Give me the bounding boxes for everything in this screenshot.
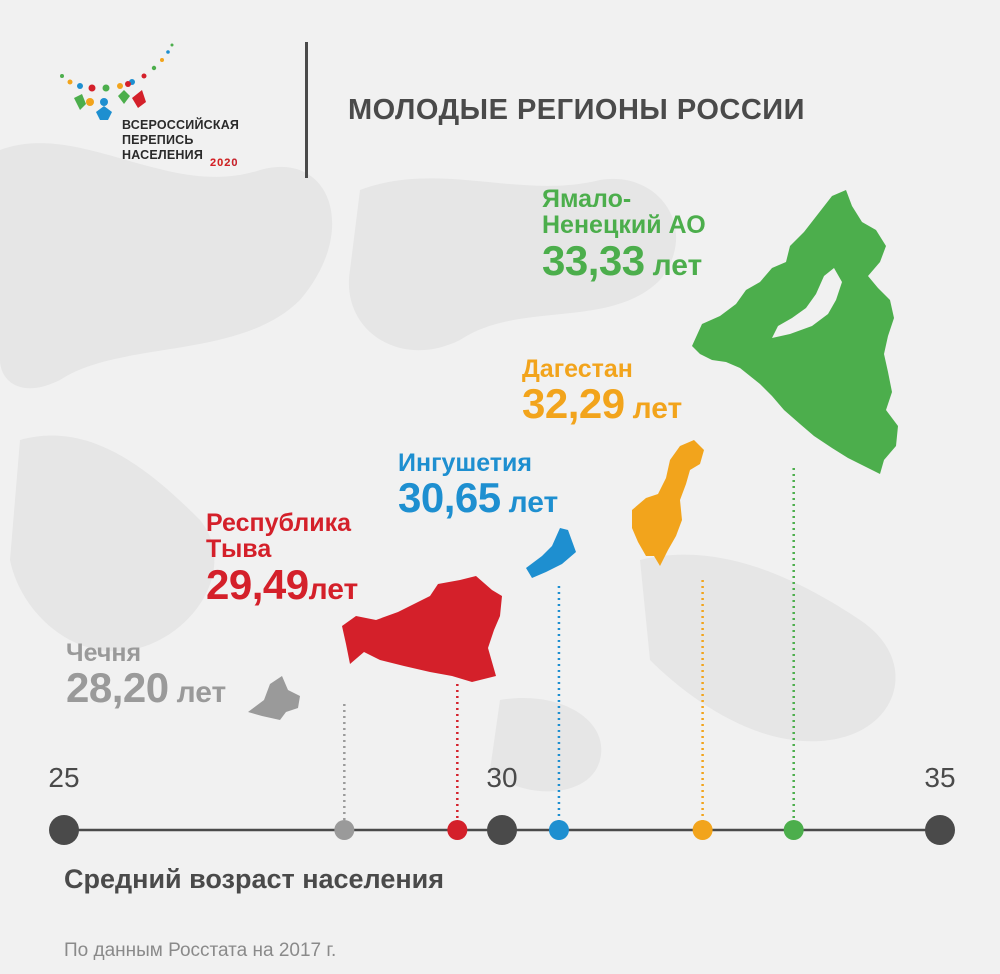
source-note: По данным Росстата на 2017 г. — [64, 940, 337, 961]
x-tick-35: 35 — [924, 762, 956, 793]
label-yamal-name-line-1: Ямало- — [542, 185, 632, 213]
logo-year: 2020 — [210, 157, 238, 169]
x-axis-title: Средний возраст населения — [64, 864, 445, 894]
label-tyva-name-line-2: Тыва — [206, 535, 272, 564]
page-title: МОЛОДЫЕ РЕГИОНЫ РОССИИ — [348, 94, 805, 126]
header-divider — [305, 42, 308, 178]
logo-line-3: НАСЕЛЕНИЯ — [122, 148, 204, 162]
label-chechnya: Чечня 28,20 лет — [66, 640, 226, 710]
label-dagestan-name: Дагестан — [522, 355, 633, 383]
label-tyva-unit: лет — [308, 572, 359, 606]
major-tick-dot-30 — [487, 815, 517, 845]
label-yamal-name-line-2: Ненецкий АО — [542, 211, 706, 240]
point-dot-yamal — [783, 820, 804, 840]
dagestan-map-shape — [632, 440, 704, 566]
census-logo — [60, 43, 174, 120]
label-ingushetia-value: 30,65 — [398, 474, 501, 522]
logo-year-text: 2020 — [210, 157, 239, 169]
label-yamal-value: 33,33 — [542, 236, 645, 284]
label-tyva-value: 29,49 — [206, 560, 309, 608]
label-tyva-name-line-1: Республика — [206, 509, 352, 537]
label-dagestan: Дагестан 32,29 лет — [522, 356, 682, 426]
label-dagestan-value: 32,29 — [522, 380, 625, 428]
yamal-map-shape — [692, 190, 898, 474]
label-chechnya-unit: лет — [176, 676, 227, 710]
point-dot-tyva — [447, 820, 468, 840]
label-chechnya-name: Чечня — [66, 639, 142, 667]
label-yamal-unit: лет — [652, 248, 703, 282]
chechnya-map-shape — [248, 676, 300, 720]
point-dot-ingushetia — [548, 820, 569, 840]
x-tick-30: 30 — [486, 762, 518, 793]
label-yamal: Ямало- Ненецкий АО 33,33 лет — [542, 186, 706, 283]
ingushetia-map-shape — [526, 528, 576, 578]
logo-line-2: ПЕРЕПИСЬ — [122, 133, 194, 147]
label-chechnya-value: 28,20 — [66, 664, 169, 712]
label-ingushetia-name: Ингушетия — [398, 449, 532, 477]
point-dot-chechnya — [334, 820, 355, 840]
logo-text: ВСЕРОССИЙСКАЯ ПЕРЕПИСЬ НАСЕЛЕНИЯ — [122, 118, 239, 163]
label-ingushetia: Ингушетия 30,65 лет — [398, 450, 558, 520]
major-tick-dot-25 — [49, 815, 79, 845]
label-ingushetia-unit: лет — [508, 486, 559, 520]
logo-line-1: ВСЕРОССИЙСКАЯ — [122, 118, 240, 132]
point-dot-dagestan — [692, 820, 713, 840]
major-tick-dot-35 — [925, 815, 955, 845]
tyva-map-shape — [342, 576, 502, 682]
label-tyva: Республика Тыва 29,49лет — [206, 510, 358, 607]
label-dagestan-unit: лет — [632, 392, 683, 426]
x-tick-25: 25 — [48, 762, 80, 793]
